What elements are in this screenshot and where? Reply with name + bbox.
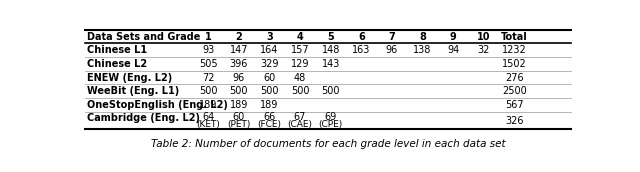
Text: 129: 129 <box>291 59 309 69</box>
Text: 60: 60 <box>263 73 276 83</box>
Text: 189: 189 <box>260 100 278 110</box>
Text: 1502: 1502 <box>502 59 527 69</box>
Text: 2500: 2500 <box>502 86 527 96</box>
Text: Total: Total <box>501 32 528 42</box>
Text: 1232: 1232 <box>502 45 527 55</box>
Text: 93: 93 <box>202 45 214 55</box>
Text: 500: 500 <box>199 86 218 96</box>
Text: 505: 505 <box>199 59 218 69</box>
Text: 500: 500 <box>321 86 340 96</box>
Text: 94: 94 <box>447 45 460 55</box>
Text: 329: 329 <box>260 59 278 69</box>
Text: 32: 32 <box>477 45 490 55</box>
Text: 189: 189 <box>230 100 248 110</box>
Text: 10: 10 <box>477 32 490 42</box>
Text: Chinese L1: Chinese L1 <box>88 45 148 55</box>
Text: 69: 69 <box>324 112 337 122</box>
Text: 163: 163 <box>352 45 371 55</box>
Text: (FCE): (FCE) <box>257 120 282 128</box>
Text: 64: 64 <box>202 112 214 122</box>
Text: ENEW (Eng. L2): ENEW (Eng. L2) <box>88 73 173 83</box>
Text: Table 2: Number of documents for each grade level in each data set: Table 2: Number of documents for each gr… <box>150 139 506 149</box>
Text: 326: 326 <box>505 116 524 126</box>
Text: 9: 9 <box>450 32 456 42</box>
Text: 276: 276 <box>505 73 524 83</box>
Text: (KET): (KET) <box>196 120 220 128</box>
Text: 148: 148 <box>321 45 340 55</box>
Text: 67: 67 <box>294 112 306 122</box>
Text: 500: 500 <box>260 86 278 96</box>
Text: 66: 66 <box>263 112 276 122</box>
Text: 96: 96 <box>386 45 398 55</box>
Text: (PET): (PET) <box>227 120 250 128</box>
Text: 3: 3 <box>266 32 273 42</box>
Text: 96: 96 <box>233 73 245 83</box>
Text: 48: 48 <box>294 73 306 83</box>
Text: (CAE): (CAE) <box>287 120 312 128</box>
Text: (CPE): (CPE) <box>319 120 343 128</box>
Text: 1: 1 <box>205 32 212 42</box>
Text: 567: 567 <box>505 100 524 110</box>
Text: 60: 60 <box>233 112 245 122</box>
Text: 147: 147 <box>230 45 248 55</box>
Text: WeeBit (Eng. L1): WeeBit (Eng. L1) <box>88 86 180 96</box>
Text: OneStopEnglish (Eng. L2): OneStopEnglish (Eng. L2) <box>88 100 228 110</box>
Text: 6: 6 <box>358 32 365 42</box>
Text: 143: 143 <box>321 59 340 69</box>
Text: 138: 138 <box>413 45 432 55</box>
Text: 5: 5 <box>327 32 334 42</box>
Text: 8: 8 <box>419 32 426 42</box>
Text: 4: 4 <box>297 32 303 42</box>
Text: Cambridge (Eng. L2): Cambridge (Eng. L2) <box>88 113 200 123</box>
Text: 164: 164 <box>260 45 278 55</box>
Text: 72: 72 <box>202 73 214 83</box>
Text: 2: 2 <box>236 32 242 42</box>
Text: Chinese L2: Chinese L2 <box>88 59 148 69</box>
Text: Data Sets and Grade: Data Sets and Grade <box>88 32 201 42</box>
Text: 396: 396 <box>230 59 248 69</box>
Text: 500: 500 <box>230 86 248 96</box>
Text: 157: 157 <box>291 45 309 55</box>
Text: 189: 189 <box>199 100 218 110</box>
Text: 500: 500 <box>291 86 309 96</box>
Text: 7: 7 <box>388 32 396 42</box>
